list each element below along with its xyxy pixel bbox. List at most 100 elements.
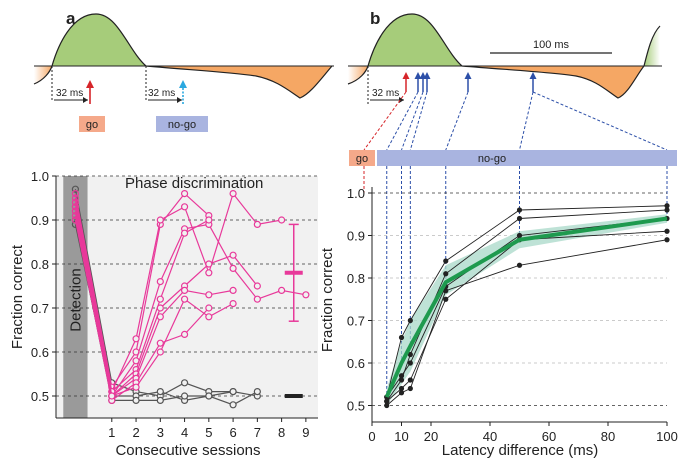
magenta-point	[71, 198, 80, 206]
magenta-series-line	[74, 219, 210, 402]
chart-b-series	[384, 203, 670, 409]
y-tick-label: 0.9	[347, 229, 365, 244]
chart-a-axes: 0.5 0.6 0.7 0.8 0.9 1.0 1 2 3 4 5 6 7 8 9	[31, 169, 318, 440]
x-tick-label: 20	[424, 429, 438, 444]
go-arrowhead	[86, 80, 94, 88]
magenta-point	[156, 339, 164, 347]
subject-point	[443, 271, 449, 277]
subject-point	[398, 385, 405, 392]
x-tick-label: 3	[157, 425, 164, 440]
latency-arrows	[402, 72, 537, 92]
waveform-b-orange-trough	[462, 66, 644, 98]
magenta-point	[132, 335, 140, 343]
magenta-point	[156, 304, 164, 312]
x-tick-label: 40	[483, 429, 497, 444]
y-tick-label: 0.6	[347, 356, 365, 371]
nogo-latency-arrowhead	[464, 72, 472, 79]
y-tick-label: 0.8	[347, 271, 365, 286]
latency-label-left: 32 ms	[56, 88, 83, 99]
panel-a-label: a	[66, 9, 76, 28]
go-box-label: go	[86, 119, 98, 131]
gray-series-line	[74, 224, 258, 406]
nogo-box	[156, 116, 208, 132]
x-tick-label: 60	[542, 429, 556, 444]
magenta-point	[108, 392, 116, 400]
latency-guide-line	[532, 91, 668, 151]
subject-point	[443, 296, 449, 302]
latency-arrowhead-b	[399, 97, 404, 103]
magenta-point	[71, 203, 80, 211]
chart-a-ylabel: Fraction correct	[9, 244, 26, 349]
nogo-arrowhead	[179, 80, 187, 88]
nogo-bar	[377, 150, 677, 166]
subject-point	[407, 385, 413, 392]
waveform-b-orange-left	[348, 66, 368, 84]
waveform-b-curve	[347, 13, 661, 99]
chart-b-ylabel: Fraction correct	[319, 247, 336, 352]
magenta-point	[278, 286, 286, 294]
detection-label: Detection	[67, 268, 84, 331]
x-tick-label: 9	[302, 425, 309, 440]
x-tick-label: 4	[181, 425, 188, 440]
y-tick-label: 1.0	[31, 169, 49, 184]
latency-guide-line	[386, 91, 419, 151]
magenta-point	[156, 348, 164, 356]
subject-point	[443, 288, 449, 294]
gray-point	[156, 396, 164, 404]
chart-a-series	[71, 185, 310, 409]
subject-point	[398, 373, 405, 379]
magenta-point	[205, 291, 213, 299]
subject-point	[384, 398, 390, 404]
magenta-point	[229, 286, 237, 294]
gray-point	[229, 388, 237, 396]
chart-b-xlabel: Latency difference (ms)	[442, 442, 598, 459]
latency-label-b: 32 ms	[372, 88, 399, 99]
subject-point	[398, 377, 405, 383]
magenta-point	[71, 194, 80, 202]
magenta-point	[205, 216, 213, 224]
go-bar-label: go	[356, 153, 368, 165]
gray-series-line	[74, 189, 258, 397]
magenta-point	[229, 300, 237, 308]
subject-point	[516, 232, 523, 239]
x-tick-label: 0	[368, 429, 375, 444]
chart-latency-difference: 0.5 0.6 0.7 0.8 0.9 1.0 0 10 20 40 60 80 100 Latency…	[319, 186, 678, 459]
subject-point	[664, 228, 670, 234]
magenta-point	[205, 313, 213, 321]
y-tick-label: 0.6	[31, 345, 49, 360]
subject-point	[407, 360, 413, 366]
go-latency-arrowhead	[402, 72, 410, 79]
x-tick-label: 6	[229, 425, 236, 440]
go-box	[79, 116, 105, 132]
subject-point	[384, 402, 390, 409]
magenta-point	[229, 190, 237, 198]
magenta-point	[229, 264, 237, 272]
y-tick-label: 0.7	[347, 314, 365, 329]
magenta-point	[229, 251, 237, 259]
subject-series-line	[386, 218, 668, 398]
chart-a-xlabel: Consecutive sessions	[115, 442, 260, 459]
go-guide-line	[363, 91, 407, 151]
magenta-point	[71, 190, 80, 198]
x-tick-label: 2	[132, 425, 139, 440]
go-bar	[349, 150, 375, 166]
magenta-point	[180, 295, 189, 303]
gray-point	[132, 396, 140, 404]
magenta-point	[156, 313, 164, 321]
subject-point	[407, 351, 413, 358]
confidence-band	[386, 214, 667, 406]
latency-guide-line	[401, 91, 424, 151]
panel-b-label: b	[370, 9, 380, 28]
gray-point	[229, 401, 237, 409]
subject-series-line	[386, 205, 668, 398]
gray-point	[205, 392, 213, 400]
subject-point	[664, 207, 670, 213]
subject-series-line	[386, 239, 668, 406]
chart-a-gridlines	[56, 175, 318, 397]
nogo-box-label: no-go	[168, 119, 196, 131]
x-tick-label: 10	[394, 429, 408, 444]
scale-bar-label: 100 ms	[533, 39, 570, 51]
latency-guide-line	[519, 91, 534, 151]
y-tick-label: 0.7	[31, 301, 49, 316]
